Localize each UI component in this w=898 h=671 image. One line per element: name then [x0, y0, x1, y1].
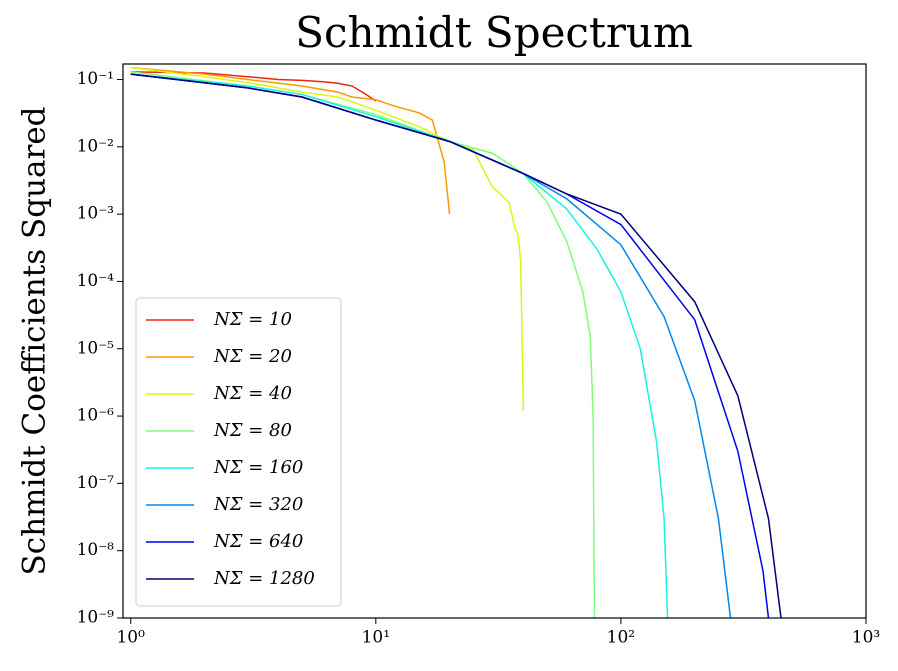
- legend-label: NΣ = 80: [213, 420, 292, 441]
- y-tick-label: 10⁻²: [77, 136, 114, 156]
- y-axis-label: Schmidt Coefficients Squared: [17, 106, 53, 575]
- x-tick-label: 10³: [852, 628, 880, 648]
- series-line: [130, 71, 377, 102]
- y-tick-label: 10⁻⁸: [77, 540, 115, 560]
- x-tick-label: 10²: [607, 628, 635, 648]
- series-line: [130, 73, 782, 618]
- y-tick-label: 10⁻⁶: [77, 406, 115, 426]
- x-tick-label: 10¹: [362, 628, 390, 648]
- series-line: [130, 66, 525, 411]
- legend-label: NΣ = 20: [213, 346, 292, 367]
- legend-label: NΣ = 1280: [213, 568, 315, 589]
- y-tick-label: 10⁻⁹: [77, 608, 115, 628]
- legend-label: NΣ = 320: [213, 494, 303, 515]
- legend-label: NΣ = 40: [213, 383, 292, 404]
- legend-box: [135, 297, 342, 607]
- y-tick-label: 10⁻⁵: [77, 338, 115, 358]
- legend-label: NΣ = 640: [213, 531, 303, 552]
- y-tick-label: 10⁻¹: [77, 69, 114, 89]
- legend-label: NΣ = 10: [213, 309, 292, 330]
- plot-frame: [122, 63, 867, 619]
- legend-label: NΣ = 160: [213, 457, 303, 478]
- y-tick-label: 10⁻⁷: [77, 473, 115, 493]
- series-line: [130, 73, 669, 618]
- y-tick-label: 10⁻³: [77, 204, 114, 224]
- x-tick-label: 10⁰: [116, 628, 145, 648]
- plot-area: [130, 66, 782, 618]
- series-line: [130, 66, 451, 215]
- chart-title: Schmidt Spectrum: [295, 8, 693, 57]
- y-tick-label: 10⁻⁴: [77, 271, 115, 291]
